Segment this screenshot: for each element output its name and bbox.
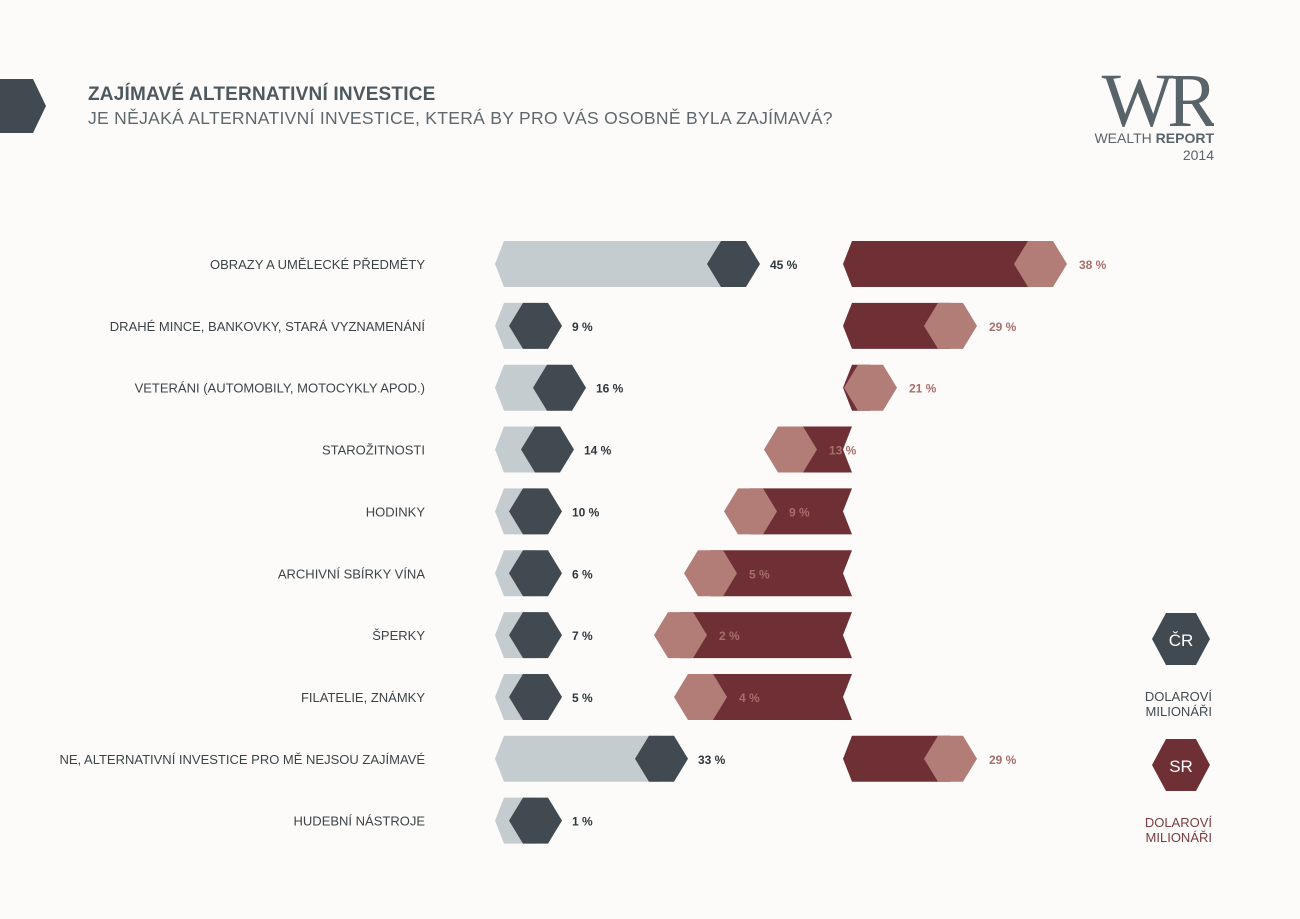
logo-mark-text: WR: [1102, 62, 1214, 132]
cz-bar-hex: [521, 426, 574, 473]
cz-value-label: 33 %: [698, 753, 726, 767]
sk-bar: [700, 673, 852, 720]
header: ZAJÍMAVÉ ALTERNATIVNÍ INVESTICE JE NĚJAK…: [88, 84, 833, 129]
legend-sk-badge: SR: [1152, 739, 1210, 791]
cz-value-label: 9 %: [572, 320, 593, 334]
logo-report: REPORT: [1155, 130, 1214, 146]
sk-bar-hex: [674, 673, 727, 720]
category-label: STAROŽITNOSTI: [322, 443, 425, 458]
sk-bar-hex: [1014, 241, 1067, 287]
category-label: ARCHIVNÍ SBÍRKY VÍNA: [278, 566, 425, 581]
cz-value-label: 16 %: [596, 382, 624, 396]
sk-bar: [843, 241, 1041, 287]
sk-bar-hex: [924, 735, 977, 782]
legend-sk-label: DOLAROVÍ MILIONÁŘI: [1112, 815, 1212, 845]
sk-bar: [750, 488, 852, 535]
sk-value-label: 38 %: [1079, 258, 1107, 272]
wr-logo-mark: WR: [1102, 62, 1214, 132]
sk-value-label: 29 %: [989, 753, 1017, 767]
section-marker-icon: [0, 79, 46, 133]
sk-value-label: 5 %: [749, 567, 770, 581]
cz-bar-hex: [707, 241, 760, 287]
sk-bar-hex: [844, 364, 897, 411]
logo-wordmark: WEALTH REPORT: [1094, 130, 1214, 146]
cz-value-label: 45 %: [770, 258, 798, 272]
cz-value-label: 5 %: [572, 691, 593, 705]
cz-value-label: 1 %: [572, 815, 593, 829]
category-label: FILATELIE, ZNÁMKY: [301, 690, 425, 705]
cz-value-label: 6 %: [572, 567, 593, 581]
cz-bar: [495, 241, 734, 287]
legend-cz-label-line2: MILIONÁŘI: [1145, 704, 1212, 719]
category-label: ŠPERKY: [372, 628, 425, 643]
sk-value-label: 29 %: [989, 320, 1017, 334]
sk-bar: [680, 612, 852, 659]
cz-value-label: 7 %: [572, 629, 593, 643]
logo-year: 2014: [1182, 147, 1214, 163]
cz-bar-hex: [533, 364, 586, 411]
cz-bar-hex: [509, 797, 562, 844]
cz-bar-hex: [509, 550, 562, 597]
legend-sk-label-line2: MILIONÁŘI: [1145, 830, 1212, 845]
cz-bar-hex: [509, 302, 562, 349]
category-label: DRAHÉ MINCE, BANKOVKY, STARÁ VYZNAMENÁNÍ: [110, 319, 426, 334]
legend-cz-badge: ČR: [1152, 613, 1210, 665]
category-label: HUDEBNÍ NÁSTROJE: [294, 814, 426, 829]
cz-value-label: 10 %: [572, 505, 600, 519]
sk-bar: [843, 735, 951, 782]
legend-cz-label: DOLAROVÍ MILIONÁŘI: [1112, 689, 1212, 719]
sk-value-label: 9 %: [789, 505, 810, 519]
legend-sk-text: SR: [1169, 757, 1193, 776]
sk-value-label: 4 %: [739, 691, 760, 705]
sk-bar-hex: [924, 302, 977, 349]
category-label: HODINKY: [366, 504, 426, 519]
sk-bar: [843, 302, 951, 349]
legend-sk-label-line1: DOLAROVÍ: [1144, 815, 1212, 830]
sk-bar-hex: [764, 426, 817, 473]
legend-cz-text: ČR: [1169, 631, 1194, 650]
category-label: VETERÁNI (AUTOMOBILY, MOTOCYKLY APOD.): [135, 381, 425, 396]
cz-bar-hex: [635, 735, 688, 782]
sk-bar: [710, 550, 852, 597]
category-label: OBRAZY A UMĚLECKÉ PŘEDMĚTY: [210, 257, 425, 272]
sk-value-label: 13 %: [829, 444, 857, 458]
cz-bar: [495, 735, 662, 782]
legend-cz-label-line1: DOLAROVÍ: [1144, 689, 1212, 704]
page-subtitle: JE NĚJAKÁ ALTERNATIVNÍ INVESTICE, KTERÁ …: [88, 108, 833, 128]
cz-bar-hex: [509, 673, 562, 720]
sk-value-label: 2 %: [719, 629, 740, 643]
sk-value-label: 21 %: [909, 382, 937, 396]
cz-bar-hex: [509, 488, 562, 535]
sk-bar-hex: [654, 612, 707, 659]
cz-value-label: 14 %: [584, 444, 612, 458]
page-title: ZAJÍMAVÉ ALTERNATIVNÍ INVESTICE: [88, 84, 436, 105]
logo-wealth: WEALTH: [1094, 130, 1152, 146]
sk-bar-hex: [724, 488, 777, 535]
category-label: NE, ALTERNATIVNÍ INVESTICE PRO MĚ NEJSOU…: [59, 752, 425, 767]
sk-bar-hex: [684, 550, 737, 597]
cz-bar-hex: [509, 612, 562, 659]
